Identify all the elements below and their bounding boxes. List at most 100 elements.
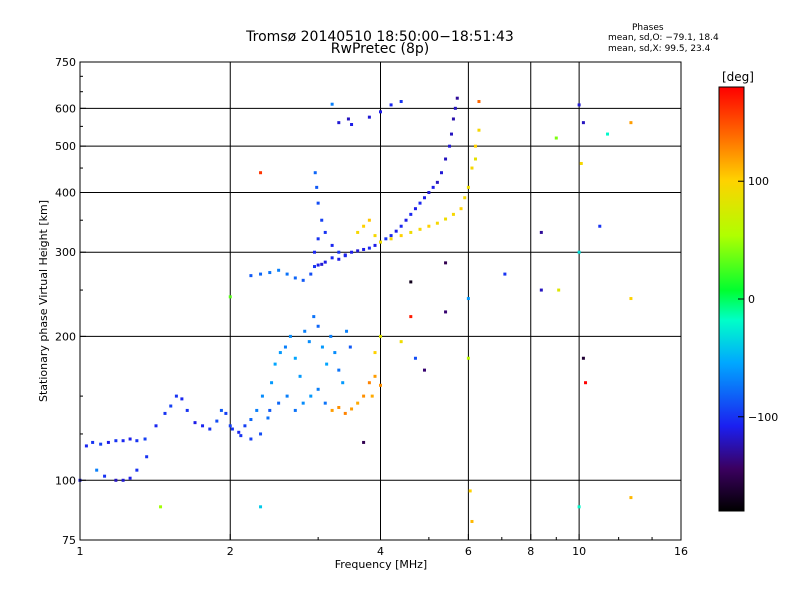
data-point	[277, 268, 281, 272]
y-axis-label: Stationary phase Virtual Height [km]	[37, 200, 50, 402]
data-point	[309, 394, 313, 398]
data-point	[413, 356, 417, 360]
data-point	[435, 221, 439, 225]
data-point	[477, 128, 481, 132]
data-point	[362, 440, 366, 444]
data-point	[323, 230, 327, 234]
data-point	[422, 196, 426, 200]
data-point	[163, 411, 167, 415]
data-point	[373, 243, 377, 247]
data-point	[114, 439, 118, 443]
data-point	[135, 439, 139, 443]
data-point	[384, 237, 388, 241]
data-point	[455, 96, 459, 100]
data-point	[316, 263, 320, 267]
x-tick-label: 16	[674, 545, 688, 558]
data-point	[362, 224, 366, 228]
data-point	[367, 115, 371, 119]
y-tick-label: 75	[62, 534, 76, 547]
data-point	[422, 368, 426, 372]
data-point	[330, 408, 334, 412]
data-point	[399, 224, 403, 228]
data-point	[629, 496, 633, 500]
data-point	[312, 250, 316, 254]
colorbar-tick-label: 0	[748, 293, 755, 306]
data-point	[554, 136, 558, 140]
data-point	[444, 157, 448, 161]
data-point	[389, 237, 393, 241]
y-tick-label: 400	[55, 186, 76, 199]
data-point	[418, 201, 422, 205]
data-point	[577, 250, 581, 254]
data-point	[329, 334, 333, 338]
data-point	[208, 427, 212, 431]
x-tick-label: 4	[377, 545, 384, 558]
x-axis-ticks: 1 2 4 6 8 10 16	[77, 534, 688, 558]
data-point	[312, 315, 316, 319]
data-point	[309, 272, 313, 276]
data-point	[444, 261, 448, 265]
data-point	[356, 230, 360, 234]
data-point	[277, 401, 281, 405]
data-point	[629, 297, 633, 301]
data-point	[453, 106, 457, 110]
data-point	[435, 180, 439, 184]
data-point	[606, 132, 610, 136]
data-point	[268, 271, 272, 275]
data-point	[285, 394, 289, 398]
data-point	[373, 351, 377, 355]
data-point	[135, 468, 139, 472]
stats-x-line: mean, sd,X: 99.5, 23.4	[608, 44, 711, 54]
data-point	[273, 362, 277, 366]
data-point	[466, 356, 470, 360]
data-point	[427, 190, 431, 194]
data-point	[470, 166, 474, 170]
colorbar-unit-label: [deg]	[722, 70, 754, 84]
data-point	[345, 329, 349, 333]
data-point	[409, 280, 413, 284]
data-point	[219, 408, 223, 412]
data-point	[266, 416, 270, 420]
data-point	[298, 374, 302, 378]
data-point	[399, 100, 403, 104]
data-point	[557, 288, 561, 292]
data-point	[577, 103, 581, 107]
data-point	[249, 418, 253, 422]
data-point	[301, 278, 305, 282]
data-point	[228, 295, 232, 299]
data-point	[320, 345, 324, 349]
data-point	[288, 334, 292, 338]
data-point	[159, 505, 163, 509]
data-point	[239, 434, 243, 438]
data-point	[91, 440, 95, 444]
data-point	[307, 340, 311, 344]
data-point	[448, 144, 452, 148]
data-point	[379, 240, 382, 244]
data-point	[394, 229, 398, 233]
data-point	[215, 419, 219, 423]
data-point	[362, 247, 366, 251]
data-point	[477, 100, 481, 104]
data-point	[539, 230, 543, 234]
data-point	[444, 217, 448, 221]
data-point	[373, 234, 377, 238]
data-point	[399, 234, 403, 238]
data-point	[278, 351, 282, 355]
data-point	[243, 424, 247, 428]
data-point	[143, 437, 147, 441]
data-point	[503, 272, 507, 276]
data-point	[260, 394, 264, 398]
data-point	[350, 250, 354, 254]
data-point	[95, 468, 99, 472]
data-point	[367, 218, 371, 222]
x-tick-label: 8	[527, 545, 534, 558]
data-point	[473, 144, 477, 148]
stats-title: Phases	[632, 23, 664, 33]
data-point	[337, 368, 341, 372]
data-point	[367, 246, 371, 250]
data-point	[303, 329, 307, 333]
data-point	[350, 407, 354, 411]
data-point	[409, 230, 413, 234]
data-point	[121, 439, 125, 443]
data-point	[224, 411, 228, 415]
